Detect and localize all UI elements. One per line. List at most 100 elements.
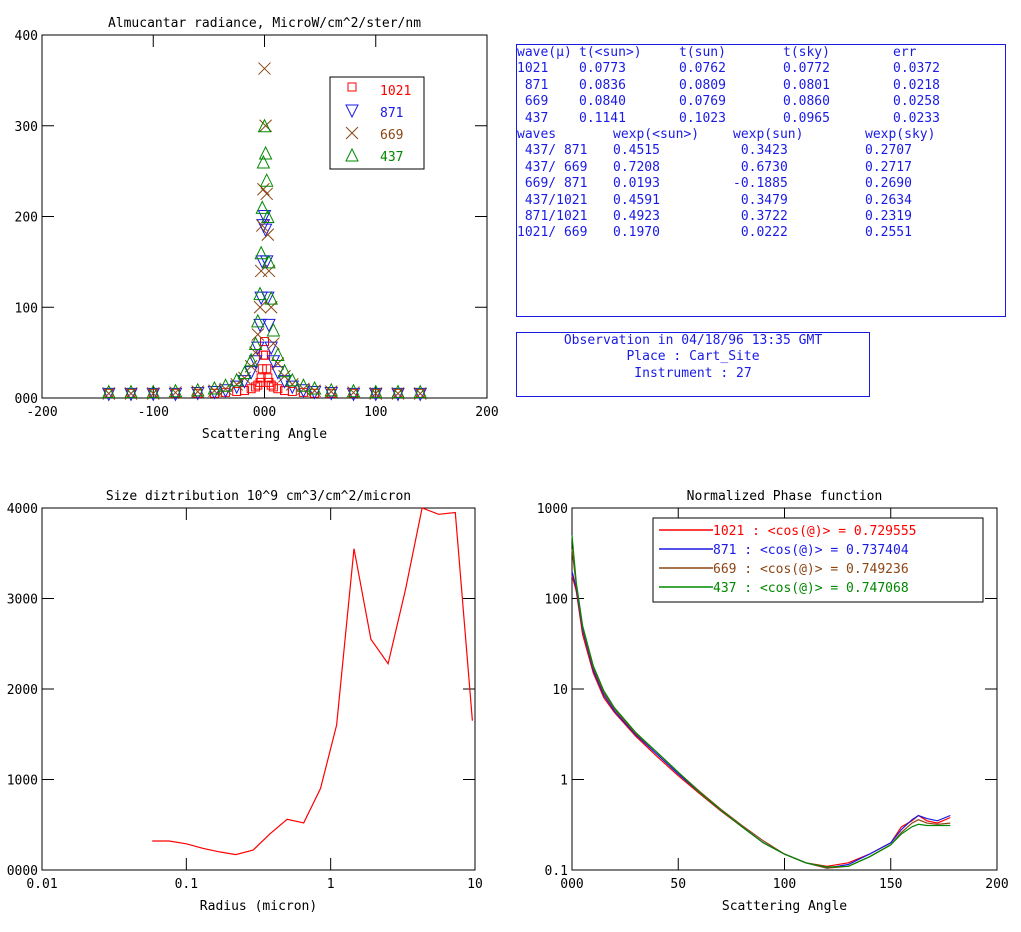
- table-cell: 0.0222: [733, 225, 788, 241]
- data-point: [277, 363, 292, 378]
- data-point: [368, 384, 383, 399]
- data-point: [266, 322, 281, 337]
- header-cell: t(sky): [783, 45, 830, 60]
- plot-frame: [41, 507, 476, 871]
- data-point: [261, 228, 275, 242]
- table-cell: 0.3479: [733, 192, 788, 208]
- x-tick-label: 10: [467, 877, 483, 892]
- x-tick-label: 200: [985, 877, 1008, 892]
- table-cell: 0.0258: [893, 94, 940, 110]
- data-point: [101, 384, 116, 399]
- table-row: 871 0.0836 0.0809 0.0801 0.0218: [517, 78, 983, 94]
- legend-label: 669 : <cos(@)> = 0.749236: [713, 562, 909, 577]
- table-cell: 0.0218: [893, 77, 940, 93]
- table-row: 437/1021 0.4591 0.3479 0.2634: [517, 193, 985, 209]
- x-axis-label: Radius (micron): [200, 899, 317, 914]
- data-point: [259, 173, 274, 187]
- data-point: [254, 245, 268, 260]
- header-cell: wexp(sun): [733, 127, 804, 143]
- x-tick-label: 000: [560, 877, 583, 892]
- legend-label: 1021: [380, 84, 411, 99]
- table-cell: 0.4515: [613, 143, 660, 159]
- series-line-437: [571, 535, 951, 868]
- x-tick-label: 000: [253, 405, 276, 420]
- table-cell: 437/ 871: [517, 143, 588, 159]
- data-point: [326, 388, 336, 398]
- x-axis-label: Scattering Angle: [202, 427, 327, 442]
- data-point: [168, 387, 183, 402]
- data-point: [255, 219, 269, 232]
- data-point: [255, 200, 270, 214]
- data-point: [262, 254, 276, 269]
- table-row: 437 0.1141 0.1023 0.0965 0.0233: [517, 111, 983, 127]
- data-point: [218, 384, 233, 398]
- header-cell: wexp(<sun>): [613, 127, 700, 143]
- data-point: [168, 383, 183, 398]
- y-tick-label: 400: [15, 29, 38, 44]
- table-cell: 0.7208: [613, 159, 660, 175]
- table-cell: 1021/ 669: [517, 225, 588, 241]
- y-tick-label: 4000: [7, 502, 38, 517]
- data-point: [101, 387, 116, 402]
- data-point: [254, 291, 268, 306]
- chart-title: Almucantar radiance, MicroW/cm^2/ster/nm: [108, 16, 421, 31]
- data-point: [209, 388, 219, 398]
- data-point: [391, 387, 405, 402]
- data-point: [230, 378, 244, 391]
- series-line-size-distribution: [152, 507, 473, 856]
- data-point: [232, 386, 242, 396]
- data-point: [296, 384, 311, 398]
- legend-label: 437: [380, 150, 403, 165]
- data-point: [256, 154, 271, 169]
- legend-box: [652, 517, 984, 603]
- table-cell: 669: [517, 94, 549, 110]
- table-cell: 0.0809: [679, 77, 726, 93]
- series-871: [101, 210, 428, 402]
- x-tick-label: 0.01: [26, 877, 57, 892]
- table-row: 871/1021 0.4923 0.3722 0.2319: [517, 209, 985, 225]
- y-tick-label: 1: [560, 774, 568, 789]
- data-point: [244, 352, 258, 367]
- x-tick-label: 100: [773, 877, 796, 892]
- data-point: [248, 336, 263, 351]
- y-tick-label: 1000: [7, 774, 38, 789]
- data-point: [260, 337, 269, 347]
- table-cell: 0.6730: [733, 159, 788, 175]
- data-point: [391, 384, 405, 399]
- table-cell: 0.2634: [865, 192, 912, 208]
- header-cell: t(sun): [679, 45, 726, 60]
- y-tick-label: 3000: [7, 593, 38, 608]
- y-tick-label: 1000: [537, 502, 568, 517]
- table-cell: 0.3423: [733, 143, 788, 159]
- data-point: [218, 378, 233, 392]
- data-point: [345, 126, 359, 140]
- table-cell: 0.1141: [579, 110, 626, 126]
- data-point: [262, 318, 276, 333]
- y-tick-label: 0000: [7, 864, 38, 879]
- data-point: [324, 382, 339, 397]
- data-point: [146, 384, 161, 399]
- data-point: [249, 346, 262, 359]
- x-tick-label: -200: [26, 405, 57, 420]
- header-cell: t(<sun>): [579, 45, 642, 60]
- x-tick-label: 1: [327, 877, 335, 892]
- data-point: [324, 386, 339, 401]
- data-point: [251, 313, 265, 328]
- data-point: [208, 384, 221, 398]
- table-cell: 1021: [517, 61, 549, 77]
- table-cell: 0.0965: [783, 110, 830, 126]
- table-cell: 0.0233: [893, 110, 940, 126]
- data-point: [346, 383, 361, 398]
- data-point: [256, 373, 266, 383]
- data-point: [190, 386, 205, 401]
- data-point: [413, 384, 428, 399]
- data-point: [368, 387, 383, 402]
- table-row: 1021 0.0773 0.0762 0.0772 0.0372: [517, 61, 983, 77]
- observation-info-box: Observation in 04/18/96 13:35 GMT Place …: [516, 332, 870, 397]
- y-tick-label: 300: [15, 120, 38, 135]
- data-point: [261, 350, 271, 360]
- table-cell: -0.1885: [733, 176, 788, 192]
- y-tick-label: 0.1: [545, 864, 568, 879]
- observation-date: Observation in 04/18/96 13:35 GMT: [563, 333, 823, 348]
- data-point: [308, 384, 321, 398]
